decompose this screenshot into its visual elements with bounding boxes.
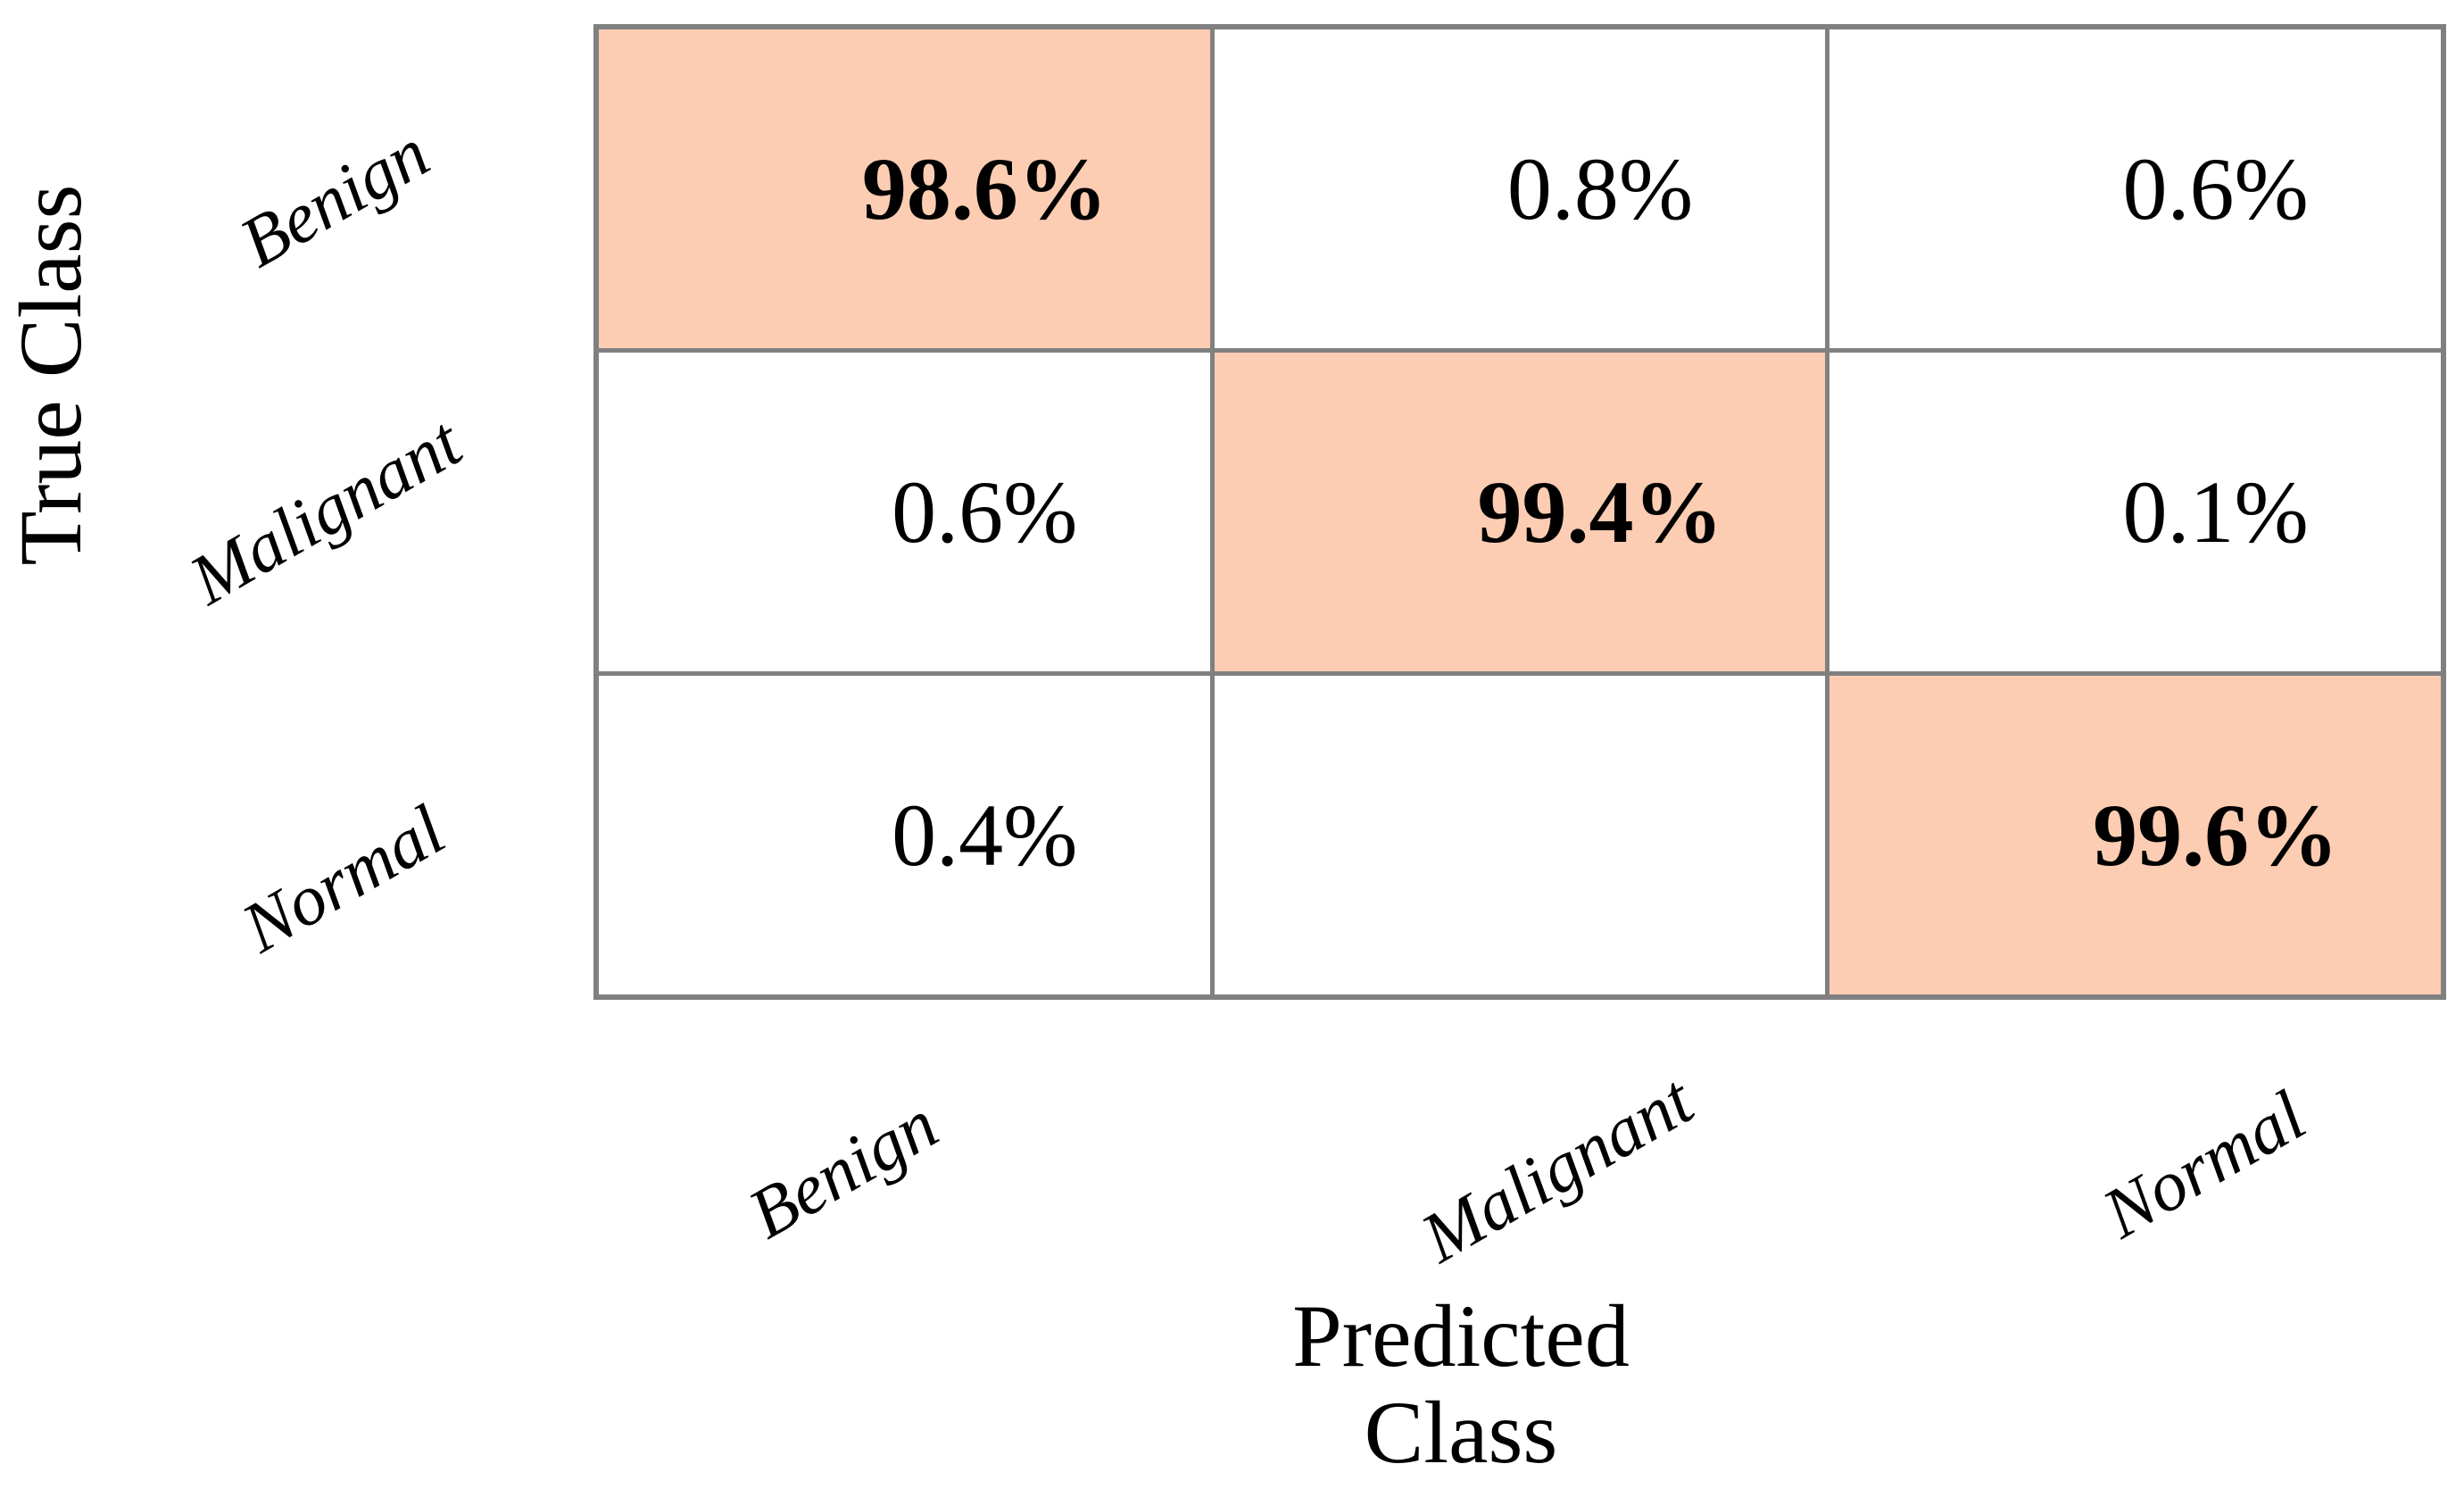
x-axis-label: Predicted Class [1292, 1288, 1630, 1481]
y-axis-label: True Class [1, 184, 100, 566]
cell-benign-normal: 0.6% [1829, 29, 2441, 348]
cell-malignant-benign: 0.6% [599, 353, 1210, 671]
cell-normal-malignant [1214, 676, 1826, 994]
x-axis-label-line2: Class [1364, 1383, 1558, 1482]
col-tick-normal: Normal [2090, 1076, 2319, 1254]
x-axis-label-line1: Predicted [1292, 1286, 1630, 1385]
cell-malignant-normal: 0.1% [1829, 353, 2441, 671]
matrix-grid: 98.6% 0.8% 0.6% 0.6% 99.4% 0.1% 0.4% 99.… [593, 24, 2446, 1000]
row-tick-malignant: Malignant [177, 403, 475, 620]
cell-benign-benign: 98.6% [599, 29, 1210, 348]
col-tick-benign: Benign [735, 1085, 951, 1254]
cell-normal-benign: 0.4% [599, 676, 1210, 994]
cell-malignant-malignant: 99.4% [1214, 353, 1826, 671]
row-tick-normal: Normal [229, 790, 458, 969]
cell-normal-normal: 99.6% [1829, 676, 2441, 994]
cell-benign-malignant: 0.8% [1214, 29, 1826, 348]
row-tick-benign: Benign [227, 113, 443, 283]
col-tick-malignant: Malignant [1408, 1061, 1706, 1278]
